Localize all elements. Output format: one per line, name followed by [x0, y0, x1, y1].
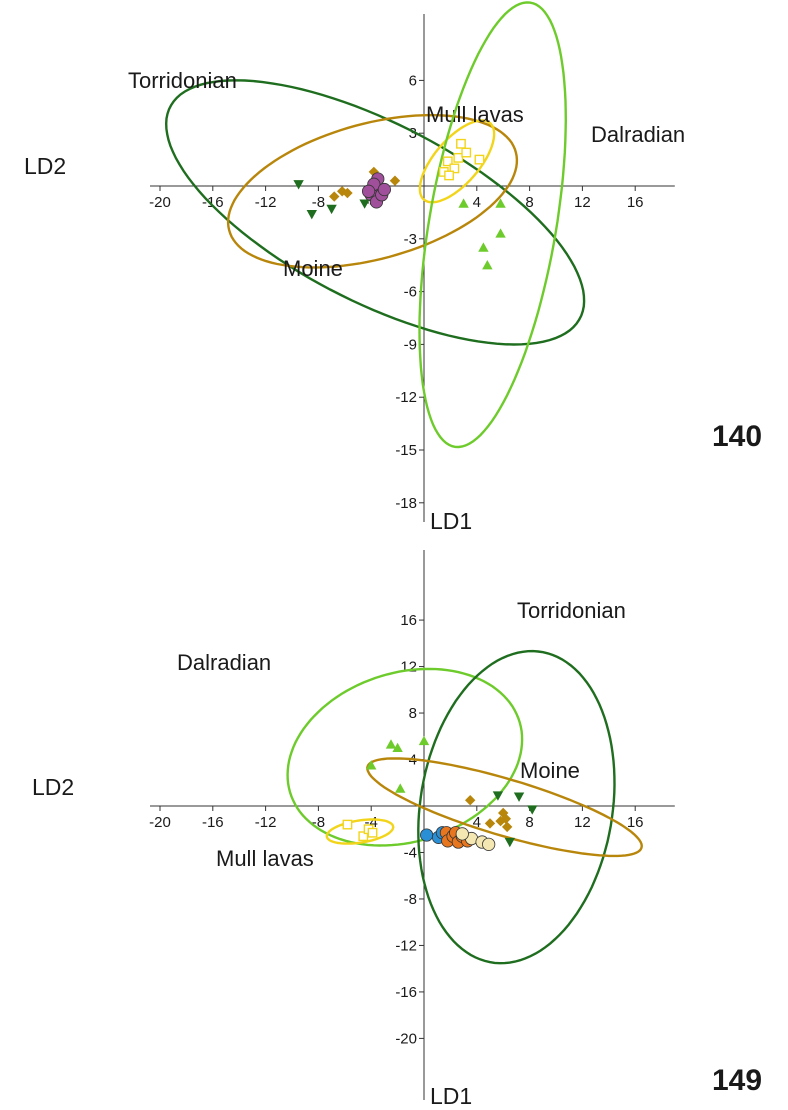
triangle-up-point — [495, 228, 506, 238]
y-tick-label: -4 — [404, 844, 417, 861]
square-point — [442, 156, 453, 167]
ellipse-torridonian — [164, 79, 586, 346]
y-tick-label: 12 — [400, 659, 417, 676]
triangle-down-point — [527, 805, 538, 815]
diamond-point — [329, 191, 340, 202]
circle-point — [377, 182, 391, 197]
y-tick-label: 6 — [409, 72, 417, 89]
x-tick-label: 12 — [574, 814, 591, 831]
x-tick-label: 8 — [525, 814, 533, 831]
diamond-point — [389, 175, 401, 186]
y-tick-label: -16 — [395, 984, 417, 1001]
y-tick-label: -8 — [404, 891, 417, 908]
diamond-point — [495, 815, 506, 827]
square-point — [342, 819, 353, 830]
y-tick-label: -12 — [395, 937, 417, 954]
diamond-point — [465, 794, 476, 806]
diamond-point — [501, 821, 513, 833]
x-tick-label: -12 — [255, 814, 277, 831]
group-label-moine: Moine — [283, 256, 343, 281]
x-tick-label: -12 — [255, 194, 277, 211]
circle-point — [361, 184, 376, 198]
y-tick-label: -9 — [404, 336, 417, 353]
triangle-down-point — [492, 791, 504, 801]
group-label-mull-lavas: Mull lavas — [216, 846, 314, 871]
group-label-torridonian: Torridonian — [128, 68, 237, 93]
y-tick-label: -20 — [395, 1030, 417, 1047]
circle-point — [455, 827, 469, 841]
circle-point — [482, 837, 496, 851]
square-point — [367, 827, 378, 838]
group-label-dalradian: Dalradian — [591, 122, 685, 147]
triangle-up-point — [395, 783, 406, 793]
triangle-up-point — [392, 742, 403, 753]
y-tick-label: -6 — [404, 284, 417, 301]
triangle-down-point — [293, 180, 304, 190]
triangle-up-point — [418, 735, 430, 746]
square-point — [474, 154, 485, 165]
triangle-up-point — [385, 739, 397, 749]
group-label-torridonian: Torridonian — [517, 598, 626, 623]
y-tick-label: -12 — [395, 389, 417, 406]
ellipse-moine — [226, 113, 519, 269]
square-point — [444, 170, 454, 181]
y-tick-label: 8 — [409, 705, 417, 722]
x-tick-label: 16 — [627, 814, 644, 831]
square-point — [358, 831, 369, 842]
ellipse-dalradian — [286, 667, 524, 847]
plot-number: 149 — [712, 1064, 762, 1097]
x-tick-label: -16 — [202, 814, 224, 831]
square-point — [461, 147, 472, 158]
triangle-up-point — [478, 242, 489, 252]
x-tick-label: -8 — [312, 194, 325, 211]
diamond-point — [484, 818, 496, 829]
triangle-down-point — [359, 199, 370, 209]
plot-number: 140 — [712, 420, 762, 453]
triangle-down-point — [306, 210, 317, 220]
group-label-moine: Moine — [520, 758, 580, 783]
y-tick-label: -15 — [395, 442, 417, 459]
plot-149: -20 -16 -12 -8 -4 4 8 12 16161284-4-8-12-16-20LD… — [32, 550, 762, 1109]
x-axis-label: LD2 — [32, 774, 74, 800]
y-tick-label: 16 — [400, 612, 417, 629]
x-tick-label: 8 — [525, 194, 533, 211]
ellipse-dalradian — [418, 1, 568, 449]
triangle-down-point — [326, 204, 337, 215]
y-axis-label: LD1 — [430, 1083, 472, 1109]
triangle-up-point — [495, 198, 506, 208]
x-tick-label: 4 — [473, 814, 481, 831]
plot-140: -20-16-12-8-448121663-3-6-9-12-15-18LD2L… — [24, 1, 762, 534]
y-tick-label: -3 — [404, 231, 417, 248]
square-point — [453, 152, 464, 163]
x-axis-label: LD2 — [24, 153, 66, 179]
ellipse-mull-lavas — [418, 119, 496, 204]
x-tick-label: -20 — [149, 194, 171, 211]
ellipse-moine — [366, 757, 643, 858]
y-tick-label: -18 — [395, 495, 417, 512]
circle-point — [420, 828, 434, 842]
ellipse-torridonian — [417, 649, 616, 965]
triangle-down-point — [513, 792, 525, 802]
x-tick-label: 4 — [473, 194, 481, 211]
x-tick-label: 12 — [574, 194, 591, 211]
x-tick-label: -16 — [202, 194, 224, 211]
diamond-point — [498, 807, 509, 819]
triangle-up-point — [366, 760, 377, 770]
triangle-up-point — [458, 198, 469, 208]
y-tick-label: 3 — [409, 125, 417, 142]
square-point — [449, 163, 460, 174]
diamond-point — [342, 187, 353, 199]
square-point — [456, 138, 466, 149]
x-tick-label: -20 — [149, 814, 171, 831]
y-axis-label: LD1 — [430, 508, 472, 534]
triangle-up-point — [482, 260, 493, 270]
ellipse-mull-lavas — [325, 818, 395, 845]
group-label-mull-lavas: Mull lavas — [426, 102, 524, 127]
triangle-down-point — [504, 837, 515, 848]
x-tick-label: 16 — [627, 194, 644, 211]
group-label-dalradian: Dalradian — [177, 650, 271, 675]
